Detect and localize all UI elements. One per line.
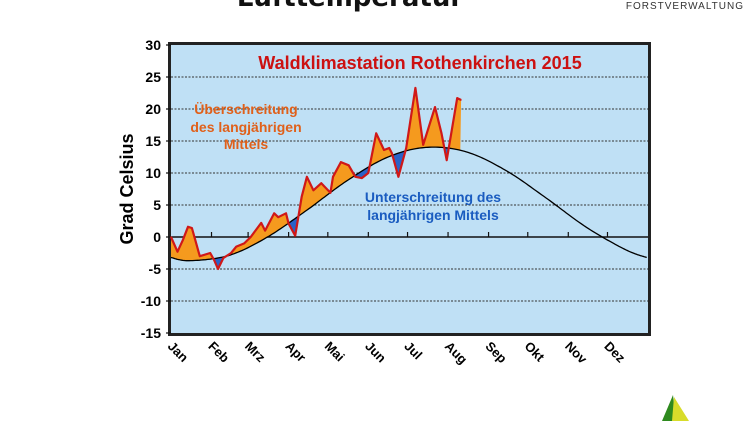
data-point bbox=[340, 161, 342, 163]
data-point bbox=[217, 268, 219, 270]
plot-background bbox=[171, 45, 648, 333]
x-tick-label: Okt bbox=[522, 339, 548, 365]
annotation-below-line2: langjährigen Mittels bbox=[367, 207, 499, 223]
data-point bbox=[397, 176, 399, 178]
data-point bbox=[250, 236, 252, 238]
data-point bbox=[260, 222, 262, 224]
y-tick-label: -10 bbox=[141, 293, 161, 309]
data-point bbox=[446, 159, 448, 161]
x-tick-label: Mrz bbox=[242, 339, 269, 366]
x-tick-label: Dez bbox=[601, 339, 628, 366]
x-tick-label: Nov bbox=[562, 339, 591, 368]
x-tick-label: Sep bbox=[482, 339, 510, 367]
data-point bbox=[456, 97, 458, 99]
page-title: Lufttemperatur bbox=[0, 0, 700, 13]
data-point bbox=[460, 99, 462, 101]
y-tick-label: 0 bbox=[153, 229, 161, 245]
data-point bbox=[375, 132, 377, 134]
y-tick-label: 30 bbox=[145, 37, 161, 53]
data-point bbox=[405, 147, 407, 149]
data-point bbox=[222, 257, 224, 259]
y-tick-label: -15 bbox=[141, 325, 161, 341]
x-tick-label: Apr bbox=[282, 339, 308, 365]
data-point bbox=[434, 106, 436, 108]
data-point bbox=[176, 251, 179, 253]
x-tick-label: Jul bbox=[401, 339, 425, 363]
data-point bbox=[230, 252, 232, 254]
data-point bbox=[277, 216, 279, 218]
data-point bbox=[288, 222, 290, 225]
y-tick-labels: -15 -10 -5 0 5 10 15 20 25 30 bbox=[141, 37, 161, 341]
data-point bbox=[294, 235, 296, 237]
data-point bbox=[199, 255, 201, 257]
x-tick-label: Jan bbox=[165, 339, 191, 365]
data-point bbox=[367, 172, 369, 174]
data-point bbox=[320, 182, 322, 184]
data-point bbox=[306, 176, 308, 178]
annotation-above-line1: Überschreitung bbox=[194, 101, 297, 117]
data-point bbox=[264, 230, 266, 232]
data-point bbox=[440, 132, 443, 134]
data-point bbox=[235, 246, 237, 248]
data-point bbox=[182, 239, 184, 241]
chart-title: Waldklimastation Rothenkirchen 2015 bbox=[258, 53, 581, 73]
data-point bbox=[312, 189, 315, 191]
data-point bbox=[361, 177, 363, 179]
y-tick-label: 20 bbox=[145, 101, 161, 117]
logo-icon bbox=[662, 395, 689, 421]
data-point bbox=[391, 152, 393, 154]
x-tick-label: Feb bbox=[205, 339, 232, 366]
y-axis-label: Grad Celsius bbox=[117, 133, 137, 244]
data-point bbox=[191, 227, 193, 229]
data-point bbox=[329, 192, 332, 194]
data-point bbox=[388, 147, 390, 149]
x-tick-label: Jun bbox=[362, 339, 389, 366]
data-point bbox=[301, 196, 303, 198]
data-point bbox=[285, 212, 287, 214]
data-point bbox=[213, 259, 215, 261]
data-point bbox=[332, 176, 334, 178]
y-tick-label: 5 bbox=[153, 197, 161, 213]
data-point bbox=[414, 87, 416, 89]
data-point bbox=[348, 164, 350, 166]
data-point bbox=[354, 176, 356, 178]
x-tick-label: Mai bbox=[322, 339, 348, 365]
y-tick-label: 10 bbox=[145, 165, 161, 181]
brand-text: FORSTVERWALTUNG bbox=[625, 1, 744, 12]
annotation-below-line1: Unterschreitung des bbox=[365, 189, 501, 205]
data-point bbox=[273, 212, 275, 214]
y-tick-label: 15 bbox=[145, 133, 161, 149]
annotation-above-line3: Mittels bbox=[224, 136, 269, 152]
data-point bbox=[383, 149, 385, 151]
data-point bbox=[422, 144, 424, 146]
data-point bbox=[187, 226, 189, 228]
x-tick-labels: Jan Feb Mrz Apr Mai Jun Jul Aug Sep Okt Nov Dez bbox=[165, 339, 629, 368]
data-point bbox=[170, 236, 172, 238]
data-point bbox=[243, 242, 245, 244]
annotation-above-line2: des langjährigen bbox=[190, 119, 301, 135]
actual-points bbox=[170, 87, 462, 270]
y-tick-label: -5 bbox=[149, 261, 162, 277]
x-tick-label: Aug bbox=[442, 339, 471, 368]
data-point bbox=[209, 252, 211, 254]
y-tick-label: 25 bbox=[145, 69, 161, 85]
